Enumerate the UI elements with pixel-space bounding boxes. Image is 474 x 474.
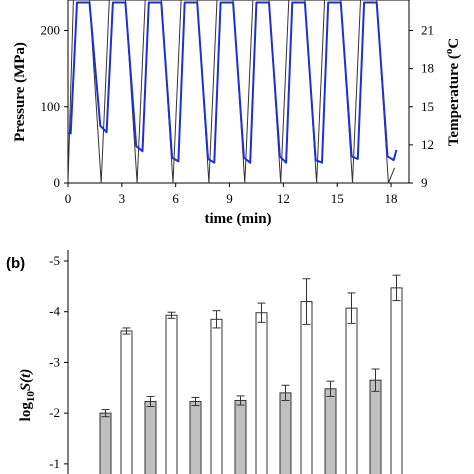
- x-tick-label: 15: [331, 191, 344, 206]
- x-tick-label: 18: [385, 191, 398, 206]
- panel-a-x-ticks: 0 3 6 9 12 15 18: [65, 183, 398, 206]
- bar-grey: [369, 379, 382, 474]
- bar-grey: [144, 400, 157, 474]
- y-right-tick-label: 12: [421, 137, 434, 152]
- bar-grey: [234, 399, 247, 474]
- bar-white: [300, 301, 313, 474]
- panel-a-x-axis-label: time (min): [204, 211, 271, 227]
- panel-b-y-axis-label: log10S(t): [18, 369, 37, 422]
- bar-white: [255, 312, 268, 474]
- y-right-tick-label: 15: [421, 99, 434, 114]
- y-left-tick-label: 100: [41, 99, 61, 114]
- bar-white: [165, 314, 178, 474]
- y-right-tick-label: 9: [421, 175, 428, 190]
- panel-a-y-axis-label-left: Pressure (MPa): [12, 42, 28, 142]
- x-tick-label: 9: [226, 191, 233, 206]
- y-tick-label: -1: [49, 456, 60, 471]
- panel-b-bars: [99, 274, 403, 474]
- y-left-tick-label: 0: [54, 175, 61, 190]
- y-tick-label: -3: [49, 354, 60, 369]
- panel-a-y-axis-label-right: Temperature (oC: [443, 38, 462, 146]
- x-tick-label: 12: [277, 191, 290, 206]
- panel-a-y-ticks-left: 0 100 200: [41, 23, 68, 190]
- x-tick-label: 6: [172, 191, 179, 206]
- temperature-line: [68, 1, 398, 164]
- panel-a-plot-frame: [67, 0, 410, 184]
- panel-a-series: [67, 0, 398, 184]
- y-left-tick-label: 200: [41, 23, 61, 38]
- panel-b-y-ticks: -5 -4 -3 -2 -1: [49, 253, 68, 471]
- y-tick-label: -5: [49, 253, 60, 268]
- y-tick-label: -4: [49, 304, 60, 319]
- panel-b: (b) -5 -4 -3 -2 -1 log10S(t): [6, 250, 403, 474]
- y-tick-label: -2: [49, 405, 60, 420]
- bar-grey: [189, 400, 202, 474]
- y-right-tick-label: 21: [421, 23, 434, 38]
- bar-grey: [324, 388, 337, 474]
- bar-white: [390, 287, 403, 474]
- bar-white: [120, 330, 133, 474]
- panel-b-label: (b): [6, 255, 25, 272]
- pressure-line: [67, 0, 396, 184]
- bar-grey: [279, 392, 292, 474]
- x-tick-label: 3: [119, 191, 126, 206]
- bar-white: [210, 318, 223, 474]
- bar-white: [345, 307, 358, 474]
- y-right-tick-label: 18: [421, 61, 434, 76]
- bar-grey: [99, 412, 112, 474]
- panel-a-y-ticks-right: 9 12 15 18 21: [409, 23, 434, 190]
- x-tick-label: 0: [65, 191, 72, 206]
